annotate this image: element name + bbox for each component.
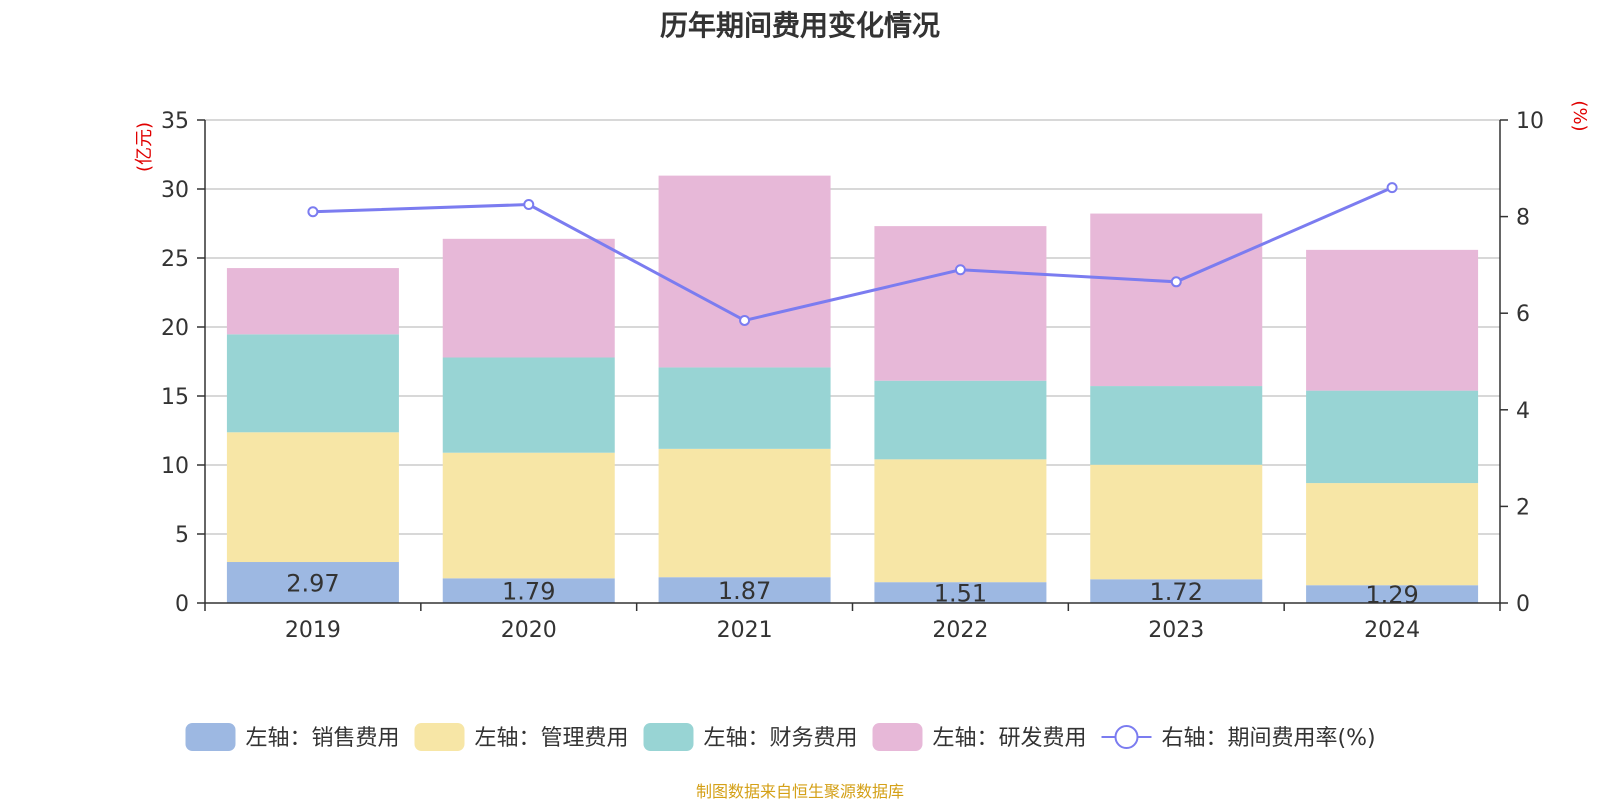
bar-sales-2023	[1090, 579, 1263, 603]
rate-point-2019	[307, 206, 319, 218]
data-label-sales-2023: 1.72	[1150, 578, 1203, 606]
bar-sales-2022	[874, 582, 1047, 603]
bar-admin-2019	[226, 432, 399, 563]
data-label-sales-2021: 1.87	[718, 577, 771, 605]
data-label-sales-2019: 2.97	[286, 570, 339, 598]
y-right-tick-label: 10	[1516, 109, 1544, 134]
y-right-axis-label: (%)	[1569, 100, 1590, 131]
bar-rnd-2020	[442, 238, 615, 358]
y-left-tick-label: 0	[175, 592, 189, 617]
legend-item-rnd: 左轴：研发费用	[872, 723, 1087, 751]
rate-point-2021	[739, 314, 751, 326]
source-note: 制图数据来自恒生聚源数据库	[695, 782, 904, 801]
x-tick-label: 2022	[932, 618, 988, 643]
bar-rnd-2023	[1090, 213, 1263, 387]
bar-finance-2023	[1090, 386, 1263, 465]
y-left-axis-label: (亿元)	[134, 122, 155, 172]
y-right-tick-label: 0	[1516, 592, 1530, 617]
y-right-tick-label: 6	[1516, 302, 1530, 327]
y-left-tick-label: 35	[161, 109, 189, 134]
grid-layer	[205, 119, 1500, 535]
bar-admin-2023	[1090, 464, 1263, 580]
legend-marker-icon	[1114, 725, 1139, 749]
x-tick-label: 2023	[1148, 618, 1204, 643]
y-right-tick-label: 2	[1516, 495, 1530, 520]
legend-swatch-sales	[185, 723, 236, 751]
bar-sales-2021	[658, 577, 831, 603]
legend-item-rate_line: 右轴：期间费用率(%)	[1101, 725, 1376, 751]
legend-label-finance: 左轴：财务费用	[704, 726, 858, 751]
bar-rnd-2024	[1306, 249, 1479, 391]
y-left-tick-label: 15	[161, 385, 189, 410]
y-left-tick-label: 25	[161, 247, 189, 272]
bar-finance-2022	[874, 380, 1047, 460]
bar-rnd-2021	[658, 175, 831, 368]
axes-layer: 0 5 10 15 20 25 30 35 0 2 4 6 8 10 (亿元) (%) 2019 2020 2021…	[134, 100, 1590, 643]
x-tick-label: 2024	[1364, 618, 1420, 643]
bar-sales-2020	[442, 578, 615, 603]
legend-item-finance: 左轴：财务费用	[643, 723, 858, 751]
x-tick-label: 2020	[501, 618, 557, 643]
legend-swatch-finance	[643, 723, 694, 751]
x-tick-label: 2019	[285, 618, 341, 643]
rate-point-2024	[1386, 182, 1398, 194]
y-left-tick-label: 20	[161, 316, 189, 341]
bar-finance-2020	[442, 357, 615, 453]
legend-label-rnd: 左轴：研发费用	[933, 726, 1087, 751]
legend-layer: 左轴：销售费用 左轴：管理费用 左轴：财务费用 左轴：研发费用 右轴：期间费用率(%)	[185, 723, 1376, 751]
y-left-tick-label: 10	[161, 454, 189, 479]
data-label-sales-2024: 1.29	[1365, 581, 1418, 609]
bar-finance-2019	[226, 334, 399, 433]
labels-layer: 2.97 1.79 1.87 1.51 1.72 1.29	[286, 570, 1419, 610]
bar-sales-2024	[1306, 585, 1479, 603]
legend-label-admin: 左轴：管理费用	[475, 726, 629, 751]
y-left-tick-label: 5	[175, 523, 189, 548]
chart-title: 历年期间费用变化情况	[659, 9, 940, 42]
legend-label-sales: 左轴：销售费用	[246, 726, 400, 751]
rate-point-2022	[954, 264, 966, 276]
y-left-tick-label: 30	[161, 178, 189, 203]
x-tick-label: 2021	[717, 618, 773, 643]
line-layer	[307, 182, 1398, 326]
y-right-tick-label: 8	[1516, 206, 1530, 231]
bar-rnd-2022	[874, 226, 1047, 381]
legend-item-admin: 左轴：管理费用	[414, 723, 629, 751]
rate-line	[312, 186, 1393, 323]
data-label-sales-2022: 1.51	[934, 580, 987, 608]
bars-layer	[226, 175, 1479, 603]
data-label-sales-2020: 1.79	[502, 578, 555, 606]
bar-admin-2024	[1306, 483, 1479, 586]
y-right-tick-label: 4	[1516, 399, 1530, 424]
bar-sales-2019	[226, 562, 399, 603]
legend-label-rate_line: 右轴：期间费用率(%)	[1162, 726, 1376, 751]
legend-swatch-admin	[414, 723, 465, 751]
rate-point-2020	[523, 199, 535, 211]
legend-swatch-rnd	[872, 723, 923, 751]
rate-point-2023	[1170, 276, 1182, 288]
legend-item-sales: 左轴：销售费用	[185, 723, 400, 751]
bar-admin-2020	[442, 452, 615, 579]
bar-admin-2022	[874, 459, 1047, 583]
bar-finance-2024	[1306, 390, 1479, 484]
bar-admin-2021	[658, 448, 831, 578]
bar-finance-2021	[658, 367, 831, 449]
bar-rnd-2019	[226, 268, 399, 335]
